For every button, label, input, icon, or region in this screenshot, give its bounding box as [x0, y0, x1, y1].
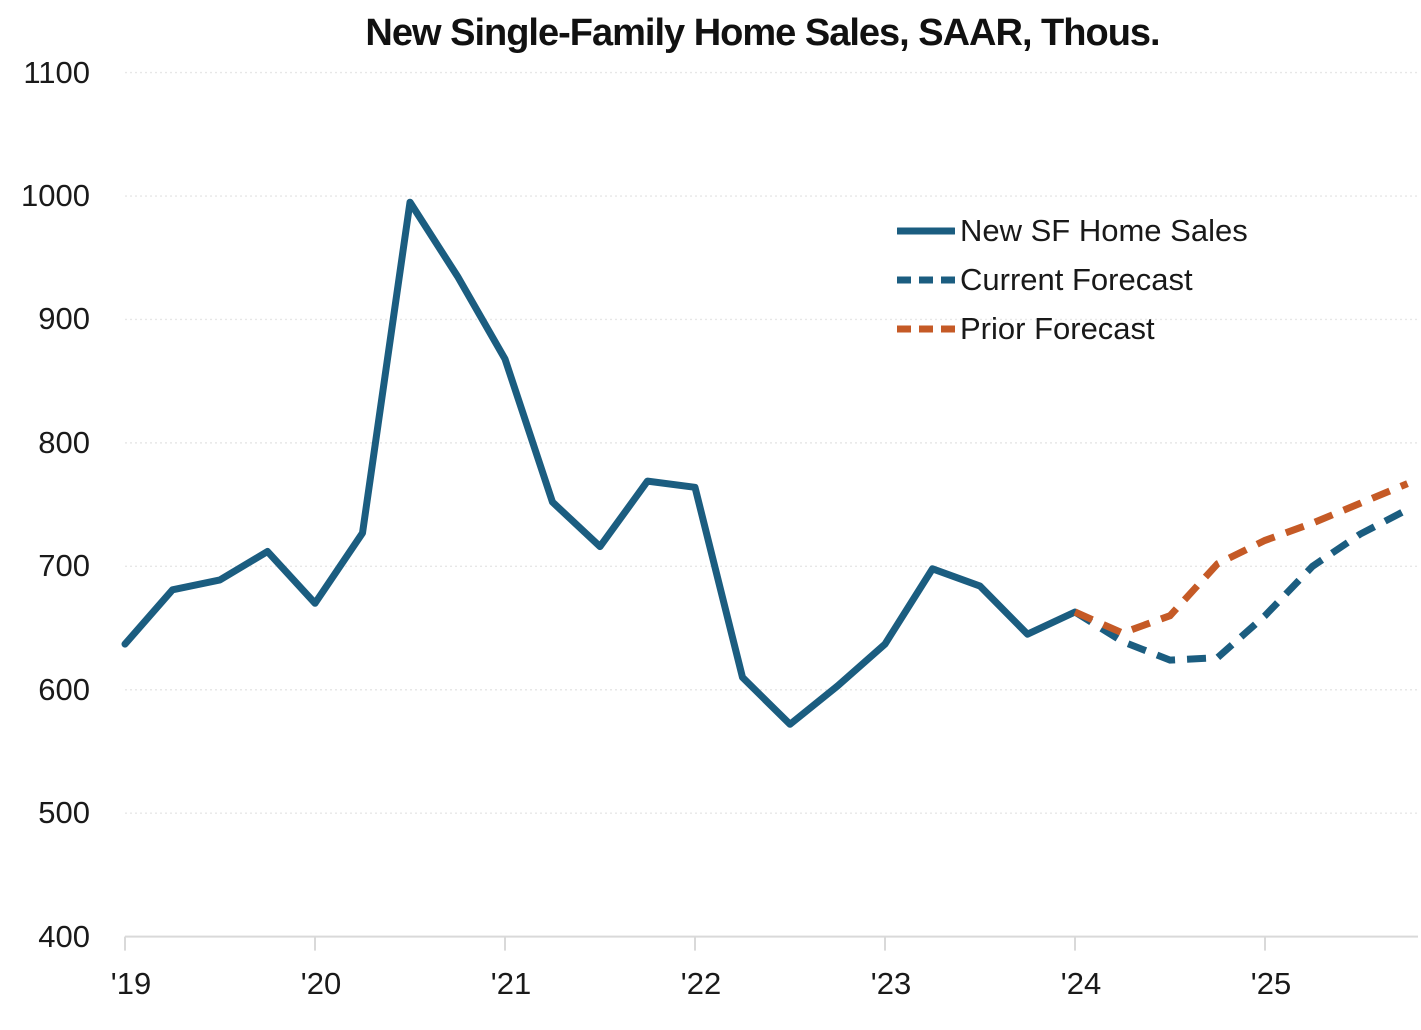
y-axis-tick-label: 1100 [23, 54, 90, 90]
legend-label: Current Forecast [960, 261, 1193, 297]
series-current-forecast-line [1073, 506, 1410, 664]
legend-item-current-forecast: Current Forecast [897, 255, 1248, 304]
legend: New SF Home Sales Current Forecast Prior… [897, 206, 1248, 353]
y-axis-tick-label: 800 [38, 424, 90, 460]
legend-line-sample-dashed-orange-icon [897, 325, 955, 332]
series-prior-forecast-line [1073, 480, 1409, 637]
y-axis-tick-label: 700 [38, 548, 90, 584]
x-axis-tick-label: '21 [490, 966, 532, 1001]
x-axis-tick-label: '23 [870, 966, 912, 1001]
x-axis-tick-label: '24 [1060, 966, 1102, 1001]
y-axis-tick-label: 1000 [21, 178, 90, 214]
legend-item-prior-forecast: Prior Forecast [897, 304, 1248, 353]
legend-line-sample-dashed-blue-icon [897, 276, 955, 283]
x-axis-tick-label: '22 [680, 966, 722, 1001]
y-axis-tick-label: 600 [38, 671, 90, 707]
chart-title: New Single-Family Home Sales, SAAR, Thou… [365, 12, 1160, 54]
y-axis-tick-label: 500 [38, 795, 90, 831]
legend-line-sample-solid-icon [897, 227, 955, 234]
y-axis-tick-label: 400 [38, 918, 90, 954]
legend-label: Prior Forecast [960, 310, 1155, 346]
x-axis-tick-label: '20 [300, 966, 342, 1001]
x-axis-tick-label: '19 [110, 966, 152, 1001]
series-new-sf-home-sales-line [121, 198, 1079, 728]
legend-item-new-sf-home-sales: New SF Home Sales [897, 206, 1248, 255]
x-axis-tick-label: '25 [1250, 966, 1292, 1001]
y-axis-tick-label: 900 [38, 301, 90, 337]
legend-label: New SF Home Sales [960, 212, 1248, 248]
